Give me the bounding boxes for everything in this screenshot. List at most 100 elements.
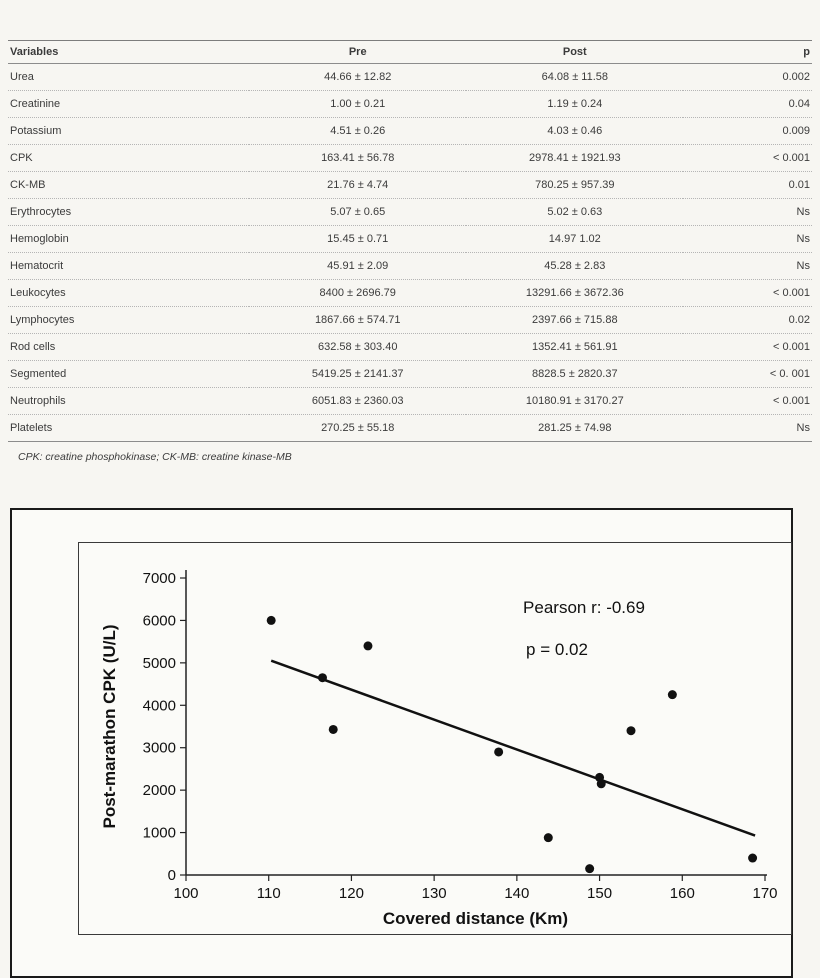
cell-pre: 44.66 ± 12.82 (249, 63, 467, 91)
data-point (494, 747, 504, 757)
y-tick-label: 4000 (143, 697, 176, 714)
pearson-annotation: Pearson r: -0.69 (523, 598, 645, 617)
cell-pre: 6051.83 ± 2360.03 (249, 387, 467, 415)
cell-post: 8828.5 ± 2820.37 (466, 360, 684, 388)
cell-post: 2397.66 ± 715.88 (466, 306, 684, 334)
cell-p: < 0.001 (683, 387, 812, 415)
data-point (748, 853, 758, 863)
table-footnote: CPK: creatine phosphokinase; CK-MB: crea… (18, 451, 292, 463)
chart-frame: 0 1000 2000 3000 4000 5000 6000 7000 100 110 120 13… (78, 542, 792, 935)
cell-p: < 0.001 (683, 333, 812, 361)
cell-variable: Urea (8, 63, 250, 91)
cell-p: Ns (683, 225, 812, 253)
header-post: Post (466, 40, 684, 64)
table-row: Segmented 5419.25 ± 2141.37 8828.5 ± 2820.… (8, 360, 812, 388)
table-row: Hematocrit 45.91 ± 2.09 45.28 ± 2.83 Ns (8, 252, 812, 280)
x-tick-label: 150 (587, 885, 612, 902)
y-tick-label: 6000 (143, 612, 176, 629)
x-axis-label: Covered distance (Km) (383, 909, 568, 928)
table-row: Neutrophils 6051.83 ± 2360.03 10180.91 ± 3… (8, 387, 812, 415)
x-tick-label: 110 (257, 885, 281, 902)
cell-variable: Platelets (8, 414, 250, 442)
cell-post: 64.08 ± 11.58 (466, 63, 684, 91)
table-row: CK-MB 21.76 ± 4.74 780.25 ± 957.39 0.01 (8, 171, 812, 199)
x-tick-label: 140 (504, 885, 529, 902)
cell-variable: Neutrophils (8, 387, 250, 415)
cell-p: 0.04 (683, 90, 812, 118)
table-row: Platelets 270.25 ± 55.18 281.25 ± 74.98 Ns (8, 414, 812, 442)
table-row: Hemoglobin 15.45 ± 0.71 14.97 1.02 Ns (8, 225, 812, 253)
cell-variable: CPK (8, 144, 250, 172)
cell-variable: Segmented (8, 360, 250, 388)
cell-post: 281.25 ± 74.98 (466, 414, 684, 442)
data-point (596, 779, 606, 789)
header-pre: Pre (249, 40, 467, 64)
table-row: Erythrocytes 5.07 ± 0.65 5.02 ± 0.63 Ns (8, 198, 812, 226)
cell-variable: Hemoglobin (8, 225, 250, 253)
y-tick-label: 5000 (143, 655, 176, 672)
cell-pre: 5.07 ± 0.65 (249, 198, 467, 226)
cell-post: 2978.41 ± 1921.93 (466, 144, 684, 172)
header-variables: Variables (8, 40, 250, 64)
y-tick-label: 1000 (143, 825, 176, 842)
cell-p: Ns (683, 198, 812, 226)
cell-post: 5.02 ± 0.63 (466, 198, 684, 226)
cell-variable: Lymphocytes (8, 306, 250, 334)
y-tick-label: 7000 (143, 570, 176, 587)
cell-p: 0.02 (683, 306, 812, 334)
y-axis-label: Post-marathon CPK (U/L) (100, 625, 119, 829)
figure-container: 0 1000 2000 3000 4000 5000 6000 7000 100 110 120 13… (10, 508, 793, 978)
cell-p: < 0. 001 (683, 360, 812, 388)
table-row: Potassium 4.51 ± 0.26 4.03 ± 0.46 0.009 (8, 117, 812, 145)
cell-post: 10180.91 ± 3170.27 (466, 387, 684, 415)
data-point (317, 673, 327, 683)
data-point (328, 724, 338, 734)
cell-post: 45.28 ± 2.83 (466, 252, 684, 280)
cell-pre: 15.45 ± 0.71 (249, 225, 467, 253)
cell-variable: Creatinine (8, 90, 250, 118)
cell-post: 1.19 ± 0.24 (466, 90, 684, 118)
x-tick-label: 100 (173, 885, 198, 902)
cell-p: Ns (683, 414, 812, 442)
cell-p: Ns (683, 252, 812, 280)
cell-variable: Potassium (8, 117, 250, 145)
data-point (667, 690, 677, 700)
table-row: Creatinine 1.00 ± 0.21 1.19 ± 0.24 0.04 (8, 90, 812, 118)
y-tick-label: 3000 (143, 740, 176, 757)
table-row: Leukocytes 8400 ± 2696.79 13291.66 ± 3672.… (8, 279, 812, 307)
cell-pre: 163.41 ± 56.78 (249, 144, 467, 172)
table-row: Urea 44.66 ± 12.82 64.08 ± 11.58 0.002 (8, 63, 812, 91)
data-point (543, 833, 553, 843)
pvalue-annotation: p = 0.02 (526, 640, 588, 659)
cell-p: 0.009 (683, 117, 812, 145)
cell-post: 4.03 ± 0.46 (466, 117, 684, 145)
table-row: CPK 163.41 ± 56.78 2978.41 ± 1921.93 < 0.00… (8, 144, 812, 172)
cell-variable: Rod cells (8, 333, 250, 361)
cell-pre: 632.58 ± 303.40 (249, 333, 467, 361)
results-table: Variables Pre Post p Urea 44.66 ± 12.82 64… (8, 40, 812, 442)
table-header-row: Variables Pre Post p (8, 40, 812, 64)
trend-line (270, 659, 756, 837)
header-p: p (683, 40, 812, 64)
cell-pre: 21.76 ± 4.74 (249, 171, 467, 199)
cell-p: 0.002 (683, 63, 812, 91)
cell-p: < 0.001 (683, 279, 812, 307)
cell-variable: Erythrocytes (8, 198, 250, 226)
x-tick-label: 120 (339, 885, 364, 902)
cell-p: < 0.001 (683, 144, 812, 172)
cell-post: 780.25 ± 957.39 (466, 171, 684, 199)
cell-variable: Leukocytes (8, 279, 250, 307)
data-point (266, 615, 276, 625)
table-row: Lymphocytes 1867.66 ± 574.71 2397.66 ± 715… (8, 306, 812, 334)
data-point (626, 726, 636, 736)
cell-p: 0.01 (683, 171, 812, 199)
data-point (585, 864, 595, 874)
table-row: Rod cells 632.58 ± 303.40 1352.41 ± 561.91… (8, 333, 812, 361)
cell-post: 1352.41 ± 561.91 (466, 333, 684, 361)
scatter-chart: 0 1000 2000 3000 4000 5000 6000 7000 100 110 120 13… (100, 570, 778, 928)
cell-pre: 1.00 ± 0.21 (249, 90, 467, 118)
cell-pre: 270.25 ± 55.18 (249, 414, 467, 442)
cell-post: 14.97 1.02 (466, 225, 684, 253)
cell-pre: 8400 ± 2696.79 (249, 279, 467, 307)
